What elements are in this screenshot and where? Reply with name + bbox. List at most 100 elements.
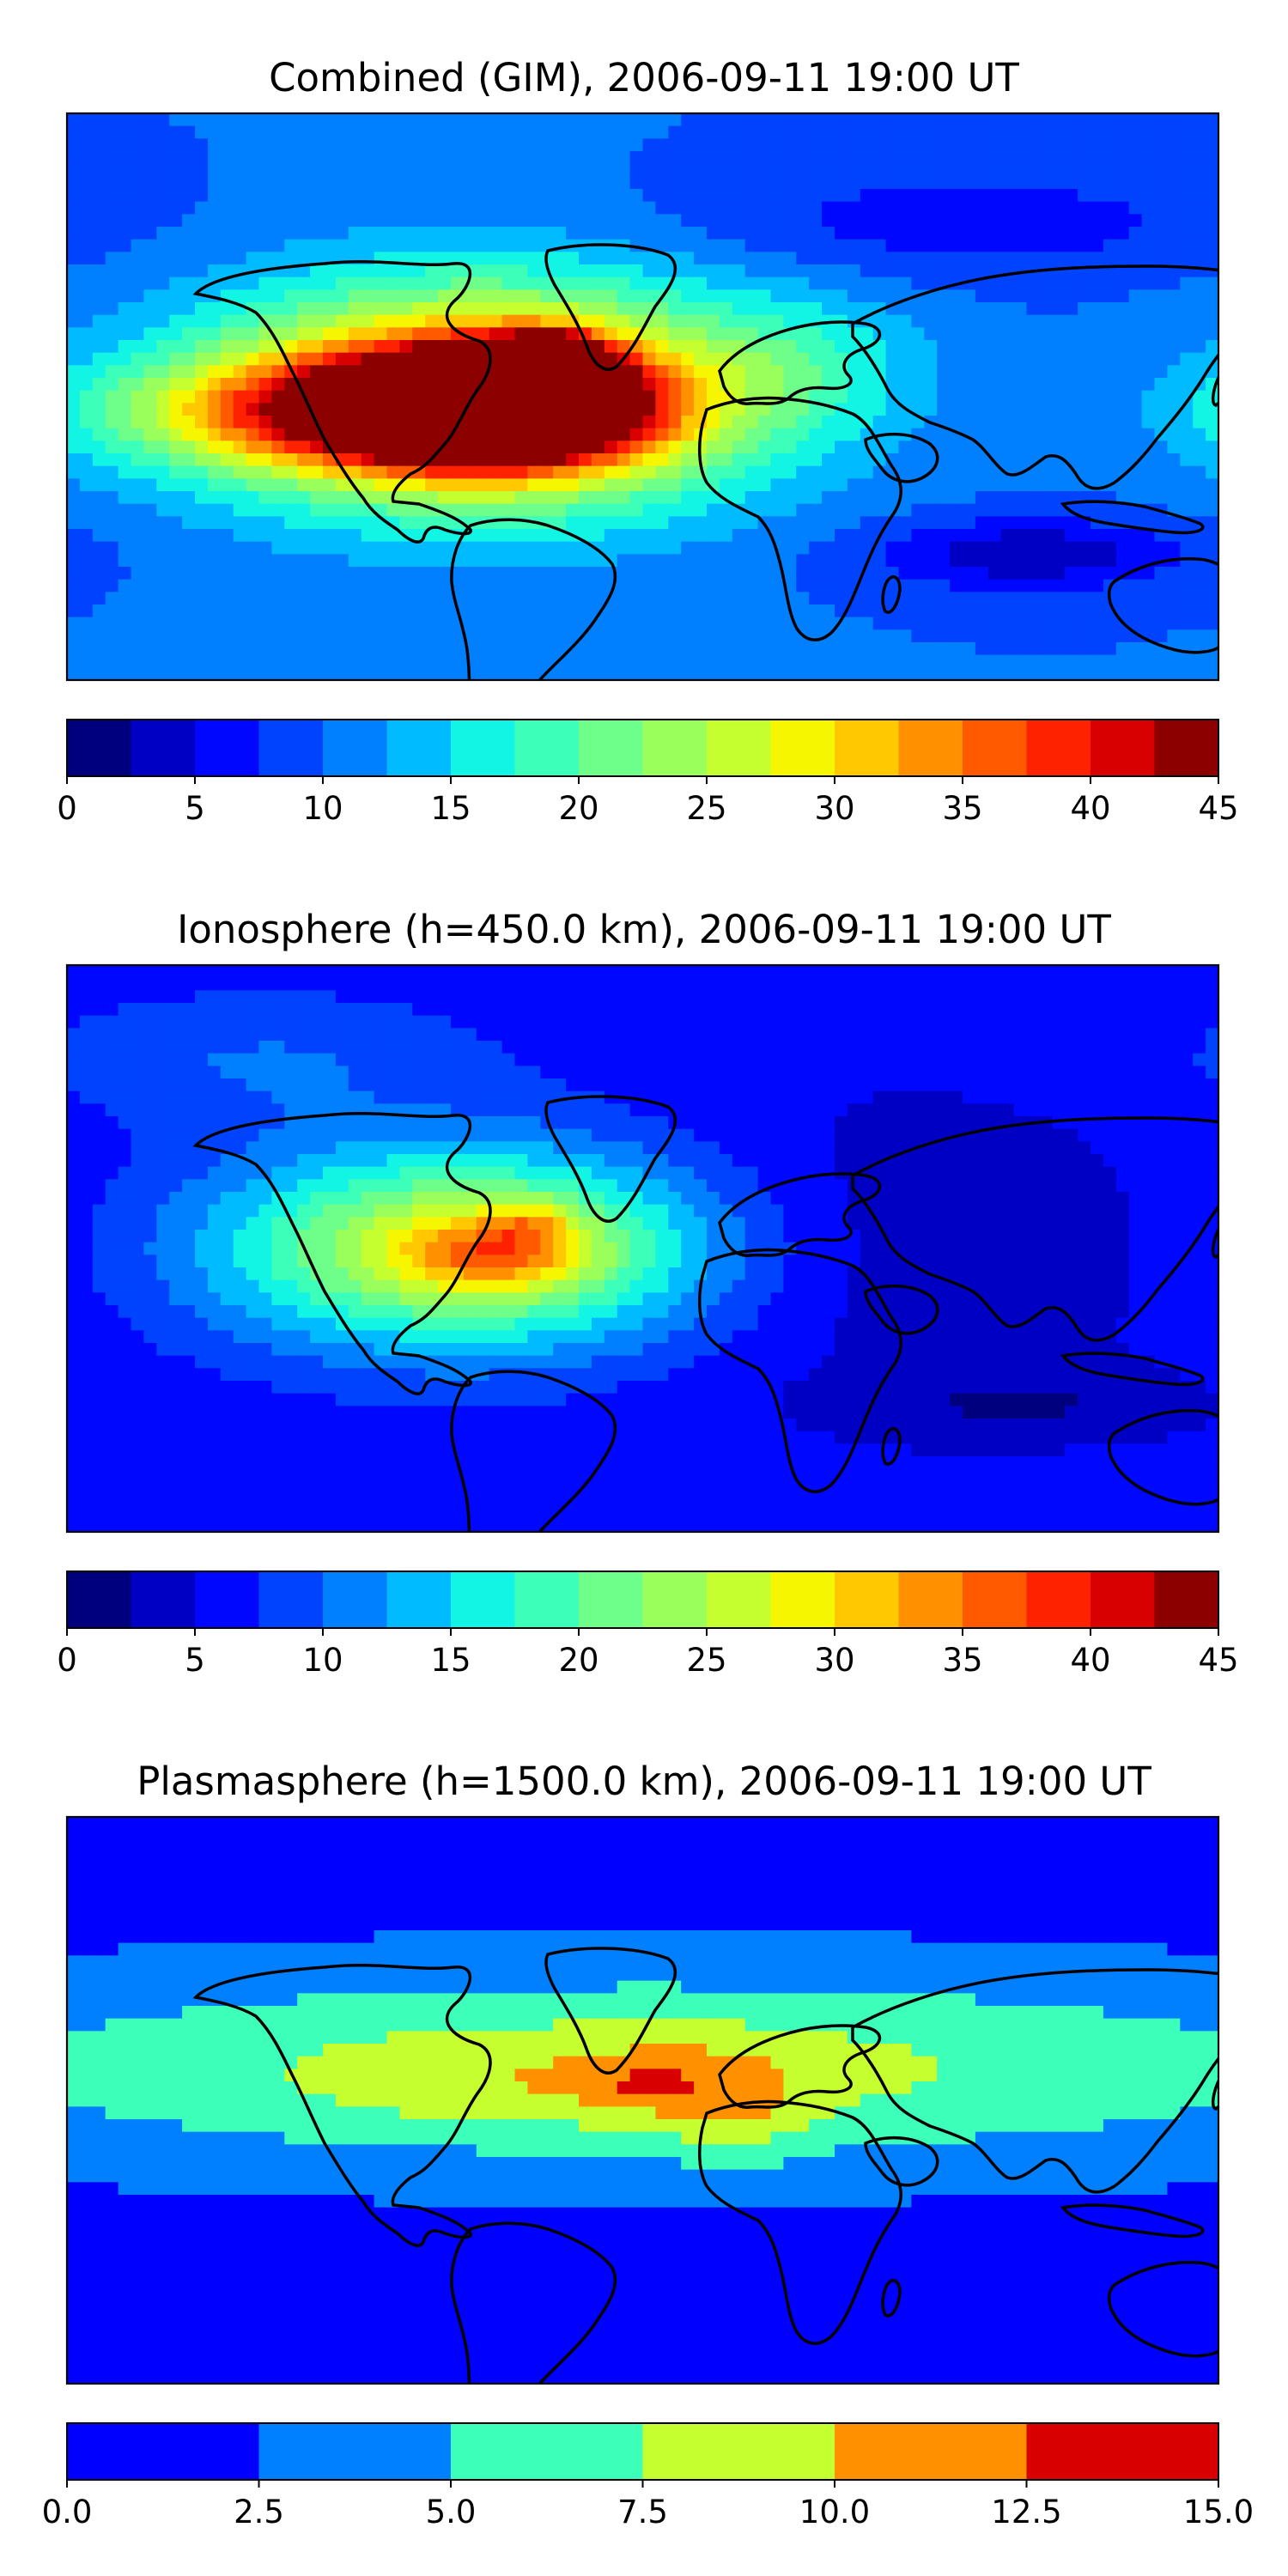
heatmap-cell — [284, 592, 298, 605]
heatmap-cell — [489, 440, 503, 454]
heatmap-cell — [975, 314, 989, 328]
heatmap-cell — [271, 667, 285, 680]
heatmap-cell — [1013, 654, 1028, 668]
heatmap-cell — [220, 390, 234, 404]
heatmap-cell — [79, 453, 94, 467]
heatmap-cell — [1065, 1028, 1078, 1042]
heatmap-cell — [489, 390, 503, 404]
heatmap-cell — [131, 1066, 144, 1079]
heatmap-cell — [386, 403, 400, 416]
heatmap-cell — [1180, 365, 1194, 379]
heatmap-cell — [963, 491, 976, 505]
heatmap-cell — [1026, 365, 1040, 379]
heatmap-cell — [1052, 176, 1066, 190]
heatmap-cell — [975, 125, 989, 139]
heatmap-cell — [233, 541, 247, 555]
heatmap-cell — [655, 176, 669, 190]
heatmap-cell — [770, 478, 784, 492]
heatmap-cell — [220, 1015, 234, 1029]
heatmap-cell — [642, 554, 656, 568]
heatmap-cell — [950, 163, 963, 177]
heatmap-cell — [1180, 465, 1194, 479]
heatmap-cell — [1206, 605, 1218, 618]
heatmap-cell — [642, 629, 656, 643]
heatmap-cell — [143, 201, 157, 215]
heatmap-cell — [860, 125, 874, 139]
heatmap-cell — [642, 176, 656, 190]
heatmap-cell — [1206, 567, 1218, 580]
heatmap-cell — [501, 276, 516, 290]
heatmap-cell — [732, 579, 746, 592]
heatmap-cell — [386, 264, 400, 278]
heatmap-cell — [233, 1003, 247, 1017]
heatmap-cell — [950, 1053, 963, 1066]
heatmap-cell — [579, 1015, 592, 1029]
heatmap-cell — [655, 214, 669, 228]
heatmap-cell — [591, 264, 605, 278]
heatmap-cell — [835, 529, 848, 543]
heatmap-cell — [694, 1053, 708, 1066]
heatmap-cell — [642, 478, 656, 492]
heatmap-cell — [744, 365, 759, 379]
heatmap-cell — [860, 642, 874, 656]
heatmap-cell — [783, 125, 797, 139]
heatmap-cell — [1065, 403, 1078, 416]
heatmap-cell — [885, 403, 900, 416]
heatmap-cell — [975, 1003, 989, 1017]
heatmap-cell — [937, 567, 951, 580]
heatmap-cell — [501, 214, 516, 228]
heatmap-cell — [1167, 965, 1181, 979]
heatmap-cell — [987, 990, 1002, 1004]
heatmap-cell — [707, 176, 720, 190]
heatmap-cell — [323, 403, 337, 416]
heatmap-cell — [463, 977, 477, 991]
heatmap-cell — [182, 138, 196, 152]
heatmap-cell — [451, 340, 465, 354]
heatmap-cell — [527, 390, 541, 404]
heatmap-cell — [835, 1066, 848, 1079]
heatmap-cell — [514, 214, 528, 228]
heatmap-cell — [335, 390, 349, 404]
heatmap-cell — [987, 529, 1002, 543]
heatmap-cell — [770, 1041, 784, 1054]
heatmap-cell — [284, 1003, 298, 1017]
heatmap-cell — [258, 403, 272, 416]
heatmap-cell — [707, 453, 720, 467]
heatmap-cell — [399, 428, 413, 441]
heatmap-cell — [438, 289, 452, 303]
heatmap-cell — [463, 453, 477, 467]
heatmap-cell — [987, 125, 1002, 139]
heatmap-cell — [694, 189, 708, 203]
heatmap-cell — [1039, 1053, 1053, 1066]
heatmap-cell — [732, 541, 746, 555]
heatmap-cell — [463, 227, 477, 240]
heatmap-cell — [501, 629, 516, 643]
heatmap-cell — [1052, 617, 1066, 630]
heatmap-cell — [681, 151, 695, 165]
heatmap-cell — [67, 541, 81, 555]
heatmap-cell — [335, 529, 349, 543]
heatmap-cell — [374, 176, 388, 190]
heatmap-cell — [501, 453, 516, 467]
heatmap-cell — [898, 654, 912, 668]
heatmap-cell — [143, 125, 157, 139]
heatmap-cell — [540, 302, 554, 316]
heatmap-cell — [732, 428, 746, 441]
heatmap-cell — [1141, 289, 1156, 303]
heatmap-cell — [1039, 289, 1053, 303]
heatmap-cell — [220, 403, 234, 416]
heatmap-cell — [220, 1053, 234, 1066]
heatmap-cell — [1115, 1053, 1130, 1066]
heatmap-cell — [220, 1028, 234, 1042]
heatmap-cell — [1128, 1041, 1143, 1054]
heatmap-cell — [1115, 1066, 1130, 1079]
heatmap-cell — [1052, 667, 1066, 680]
heatmap-cell — [642, 541, 656, 555]
heatmap-cell — [975, 642, 989, 656]
heatmap-cell — [92, 428, 106, 441]
heatmap-cell — [566, 378, 580, 392]
heatmap-cell — [386, 113, 400, 127]
heatmap-cell — [898, 567, 912, 580]
heatmap-cell — [501, 977, 516, 991]
heatmap-cell — [719, 201, 733, 215]
